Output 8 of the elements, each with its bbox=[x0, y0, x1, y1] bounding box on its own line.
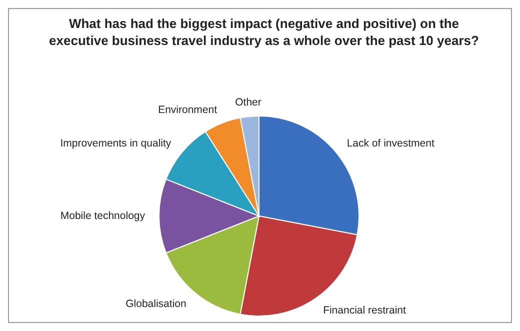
slice-label: Improvements in quality bbox=[60, 137, 172, 150]
slice-label: Globalisation bbox=[126, 298, 186, 310]
slice-label: Environment bbox=[158, 104, 218, 116]
slice-label: Financial restraint bbox=[323, 304, 406, 316]
chart-title: What has had the biggest impact (negative and positive) on the executive business travel industry as a whole over the past 10 years? bbox=[49, 15, 479, 49]
slice-label: Lack of investment bbox=[346, 137, 434, 150]
slice-label: Other bbox=[235, 96, 262, 109]
slice-label: Mobile technology bbox=[60, 210, 146, 222]
